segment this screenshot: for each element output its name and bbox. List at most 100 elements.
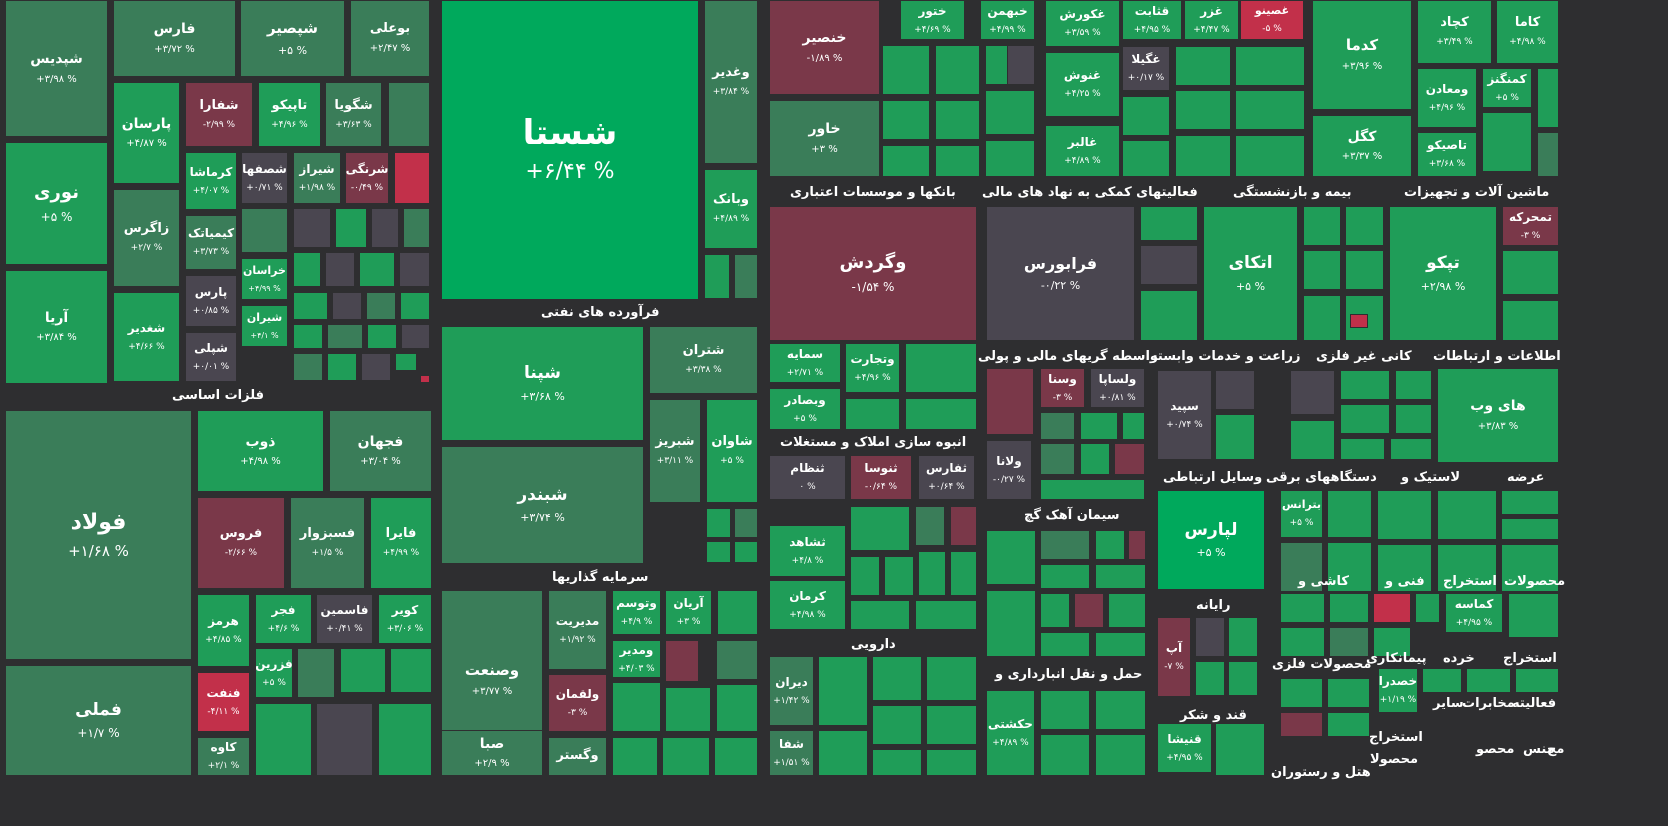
stock-tile[interactable]: تاپیکو +۴/۹۶ %	[258, 82, 321, 147]
stock-tile-unlabeled[interactable]	[1515, 668, 1559, 693]
stock-tile-unlabeled[interactable]	[1395, 404, 1432, 434]
stock-tile[interactable]: تمحرکه -۳ %	[1502, 206, 1559, 246]
stock-tile-unlabeled[interactable]	[1080, 412, 1118, 440]
stock-tile[interactable]: وگردش -۱/۵۴ %	[769, 206, 977, 341]
stock-tile-unlabeled[interactable]	[1466, 668, 1511, 693]
stock-tile-unlabeled[interactable]	[1537, 68, 1559, 128]
stock-tile-unlabeled[interactable]	[1377, 544, 1432, 592]
stock-tile-unlabeled[interactable]	[420, 375, 430, 383]
stock-tile-unlabeled[interactable]	[316, 703, 373, 776]
stock-tile-unlabeled[interactable]	[340, 648, 386, 693]
stock-tile[interactable]: غکورش +۳/۵۹ %	[1045, 0, 1120, 47]
stock-tile-unlabeled[interactable]	[293, 292, 328, 320]
stock-tile-unlabeled[interactable]	[1140, 245, 1198, 285]
stock-tile-unlabeled[interactable]	[1437, 544, 1497, 592]
stock-tile-unlabeled[interactable]	[716, 684, 758, 732]
stock-tile-unlabeled[interactable]	[1140, 290, 1198, 341]
stock-tile-unlabeled[interactable]	[1395, 370, 1432, 400]
stock-tile[interactable]: کچاد +۳/۴۹ %	[1417, 0, 1492, 64]
stock-tile-unlabeled[interactable]	[986, 368, 1034, 435]
stock-tile-unlabeled[interactable]	[1329, 627, 1369, 657]
stock-tile-unlabeled[interactable]	[1502, 300, 1559, 341]
stock-tile-unlabeled[interactable]	[950, 506, 977, 546]
stock-tile-unlabeled[interactable]	[1040, 443, 1075, 475]
stock-tile-unlabeled[interactable]	[612, 737, 658, 776]
stock-tile-unlabeled[interactable]	[612, 682, 661, 732]
stock-tile-unlabeled[interactable]	[818, 730, 868, 776]
stock-tile[interactable]: وتوسم +۴/۹ %	[612, 590, 661, 635]
stock-tile-unlabeled[interactable]	[1303, 295, 1341, 341]
stock-tile[interactable]: وغدیر +۳/۸۴ %	[704, 0, 758, 164]
stock-tile[interactable]: پارس +۰/۸۵ %	[185, 275, 237, 327]
stock-tile[interactable]: فروس -۲/۶۶ %	[197, 497, 285, 589]
stock-tile-unlabeled[interactable]	[1482, 112, 1532, 172]
stock-tile-unlabeled[interactable]	[1280, 542, 1323, 592]
stock-tile-unlabeled[interactable]	[1327, 712, 1370, 737]
stock-tile-unlabeled[interactable]	[1235, 46, 1305, 86]
stock-tile[interactable]: کاما +۴/۹۸ %	[1496, 0, 1559, 64]
stock-tile[interactable]: ثشاهد +۴/۸ %	[769, 525, 846, 577]
stock-tile-unlabeled[interactable]	[1303, 206, 1341, 246]
stock-tile[interactable]: شرنگی -۰/۴۹ %	[345, 152, 389, 204]
stock-tile-unlabeled[interactable]	[882, 45, 930, 95]
stock-tile-unlabeled[interactable]	[401, 324, 430, 349]
stock-tile-unlabeled[interactable]	[325, 252, 355, 287]
stock-tile[interactable]: ثفارس +۰/۶۴ %	[918, 455, 975, 500]
stock-tile[interactable]: کدما +۳/۹۶ %	[1312, 0, 1412, 110]
stock-tile-unlabeled[interactable]	[935, 45, 980, 95]
stock-tile[interactable]: ثنوسا -۰/۶۴ %	[850, 455, 912, 500]
stock-tile-unlabeled[interactable]	[1329, 593, 1369, 623]
stock-tile-unlabeled[interactable]	[1377, 490, 1432, 540]
stock-tile[interactable]: شفارا -۲/۹۹ %	[185, 82, 253, 147]
stock-tile[interactable]: شاوان +۵ %	[706, 399, 758, 503]
stock-tile[interactable]: کمنگنز +۵ %	[1482, 68, 1532, 108]
stock-tile-unlabeled[interactable]	[950, 551, 977, 596]
stock-tile-unlabeled[interactable]	[1228, 661, 1258, 696]
stock-tile-unlabeled[interactable]	[1345, 250, 1384, 290]
stock-tile-unlabeled[interactable]	[1040, 530, 1090, 560]
stock-tile[interactable]: صبا +۲/۹ %	[441, 730, 543, 776]
stock-tile-unlabeled[interactable]	[366, 292, 396, 320]
stock-tile-unlabeled[interactable]	[1074, 593, 1104, 628]
stock-tile[interactable]: شیران +۴/۱ %	[241, 305, 288, 347]
stock-tile-unlabeled[interactable]	[734, 541, 758, 563]
stock-tile-unlabeled[interactable]	[1340, 404, 1390, 434]
stock-tile-unlabeled[interactable]	[1390, 438, 1432, 460]
stock-tile-unlabeled[interactable]	[734, 508, 758, 538]
stock-tile-unlabeled[interactable]	[1175, 46, 1231, 86]
stock-tile[interactable]: فجر +۴/۶ %	[255, 594, 312, 644]
stock-tile[interactable]: ومدیر +۴/۰۳ %	[612, 640, 661, 678]
stock-tile-unlabeled[interactable]	[399, 252, 430, 287]
stock-tile-unlabeled[interactable]	[915, 506, 945, 546]
stock-tile-unlabeled[interactable]	[1280, 712, 1323, 737]
stock-tile-unlabeled[interactable]	[734, 254, 758, 299]
stock-tile-unlabeled[interactable]	[926, 656, 977, 701]
stock-tile-unlabeled[interactable]	[1415, 593, 1440, 623]
stock-tile-unlabeled[interactable]	[361, 353, 391, 381]
stock-tile[interactable]: فایرا +۴/۹۹ %	[370, 497, 432, 589]
stock-tile-unlabeled[interactable]	[915, 600, 977, 630]
stock-tile-unlabeled[interactable]	[1095, 632, 1146, 657]
stock-tile[interactable]: آپ -۷ %	[1157, 617, 1191, 697]
stock-tile[interactable]: ولانا -۰/۲۷ %	[986, 440, 1032, 500]
stock-tile-unlabeled[interactable]	[1080, 443, 1110, 475]
stock-tile-unlabeled[interactable]	[388, 82, 430, 147]
stock-tile[interactable]: کماسه +۴/۹۵ %	[1445, 593, 1503, 633]
stock-tile[interactable]: شصفها +۰/۷۱ %	[241, 152, 288, 204]
stock-tile-unlabeled[interactable]	[706, 541, 731, 563]
stock-tile-unlabeled[interactable]	[335, 208, 367, 248]
stock-tile-unlabeled[interactable]	[926, 749, 977, 776]
stock-tile-unlabeled[interactable]	[717, 590, 758, 635]
stock-tile[interactable]: فزرین +۵ %	[255, 648, 293, 698]
stock-tile-unlabeled[interactable]	[850, 556, 880, 596]
stock-tile-unlabeled[interactable]	[297, 648, 335, 698]
stock-tile[interactable]: خبهمن +۴/۹۹ %	[980, 0, 1035, 40]
stock-tile[interactable]: کیمیاتک +۳/۷۳ %	[185, 215, 237, 270]
stock-tile[interactable]: آریا +۳/۸۴ %	[5, 270, 108, 384]
stock-tile-unlabeled[interactable]	[1122, 140, 1170, 177]
stock-tile[interactable]: فارس +۳/۷۲ %	[113, 0, 236, 77]
stock-tile-unlabeled[interactable]	[1340, 370, 1390, 400]
stock-tile-unlabeled[interactable]	[935, 100, 980, 140]
stock-tile[interactable]: کرماشا +۴/۰۷ %	[185, 152, 237, 210]
stock-tile-unlabeled[interactable]	[1501, 544, 1559, 592]
